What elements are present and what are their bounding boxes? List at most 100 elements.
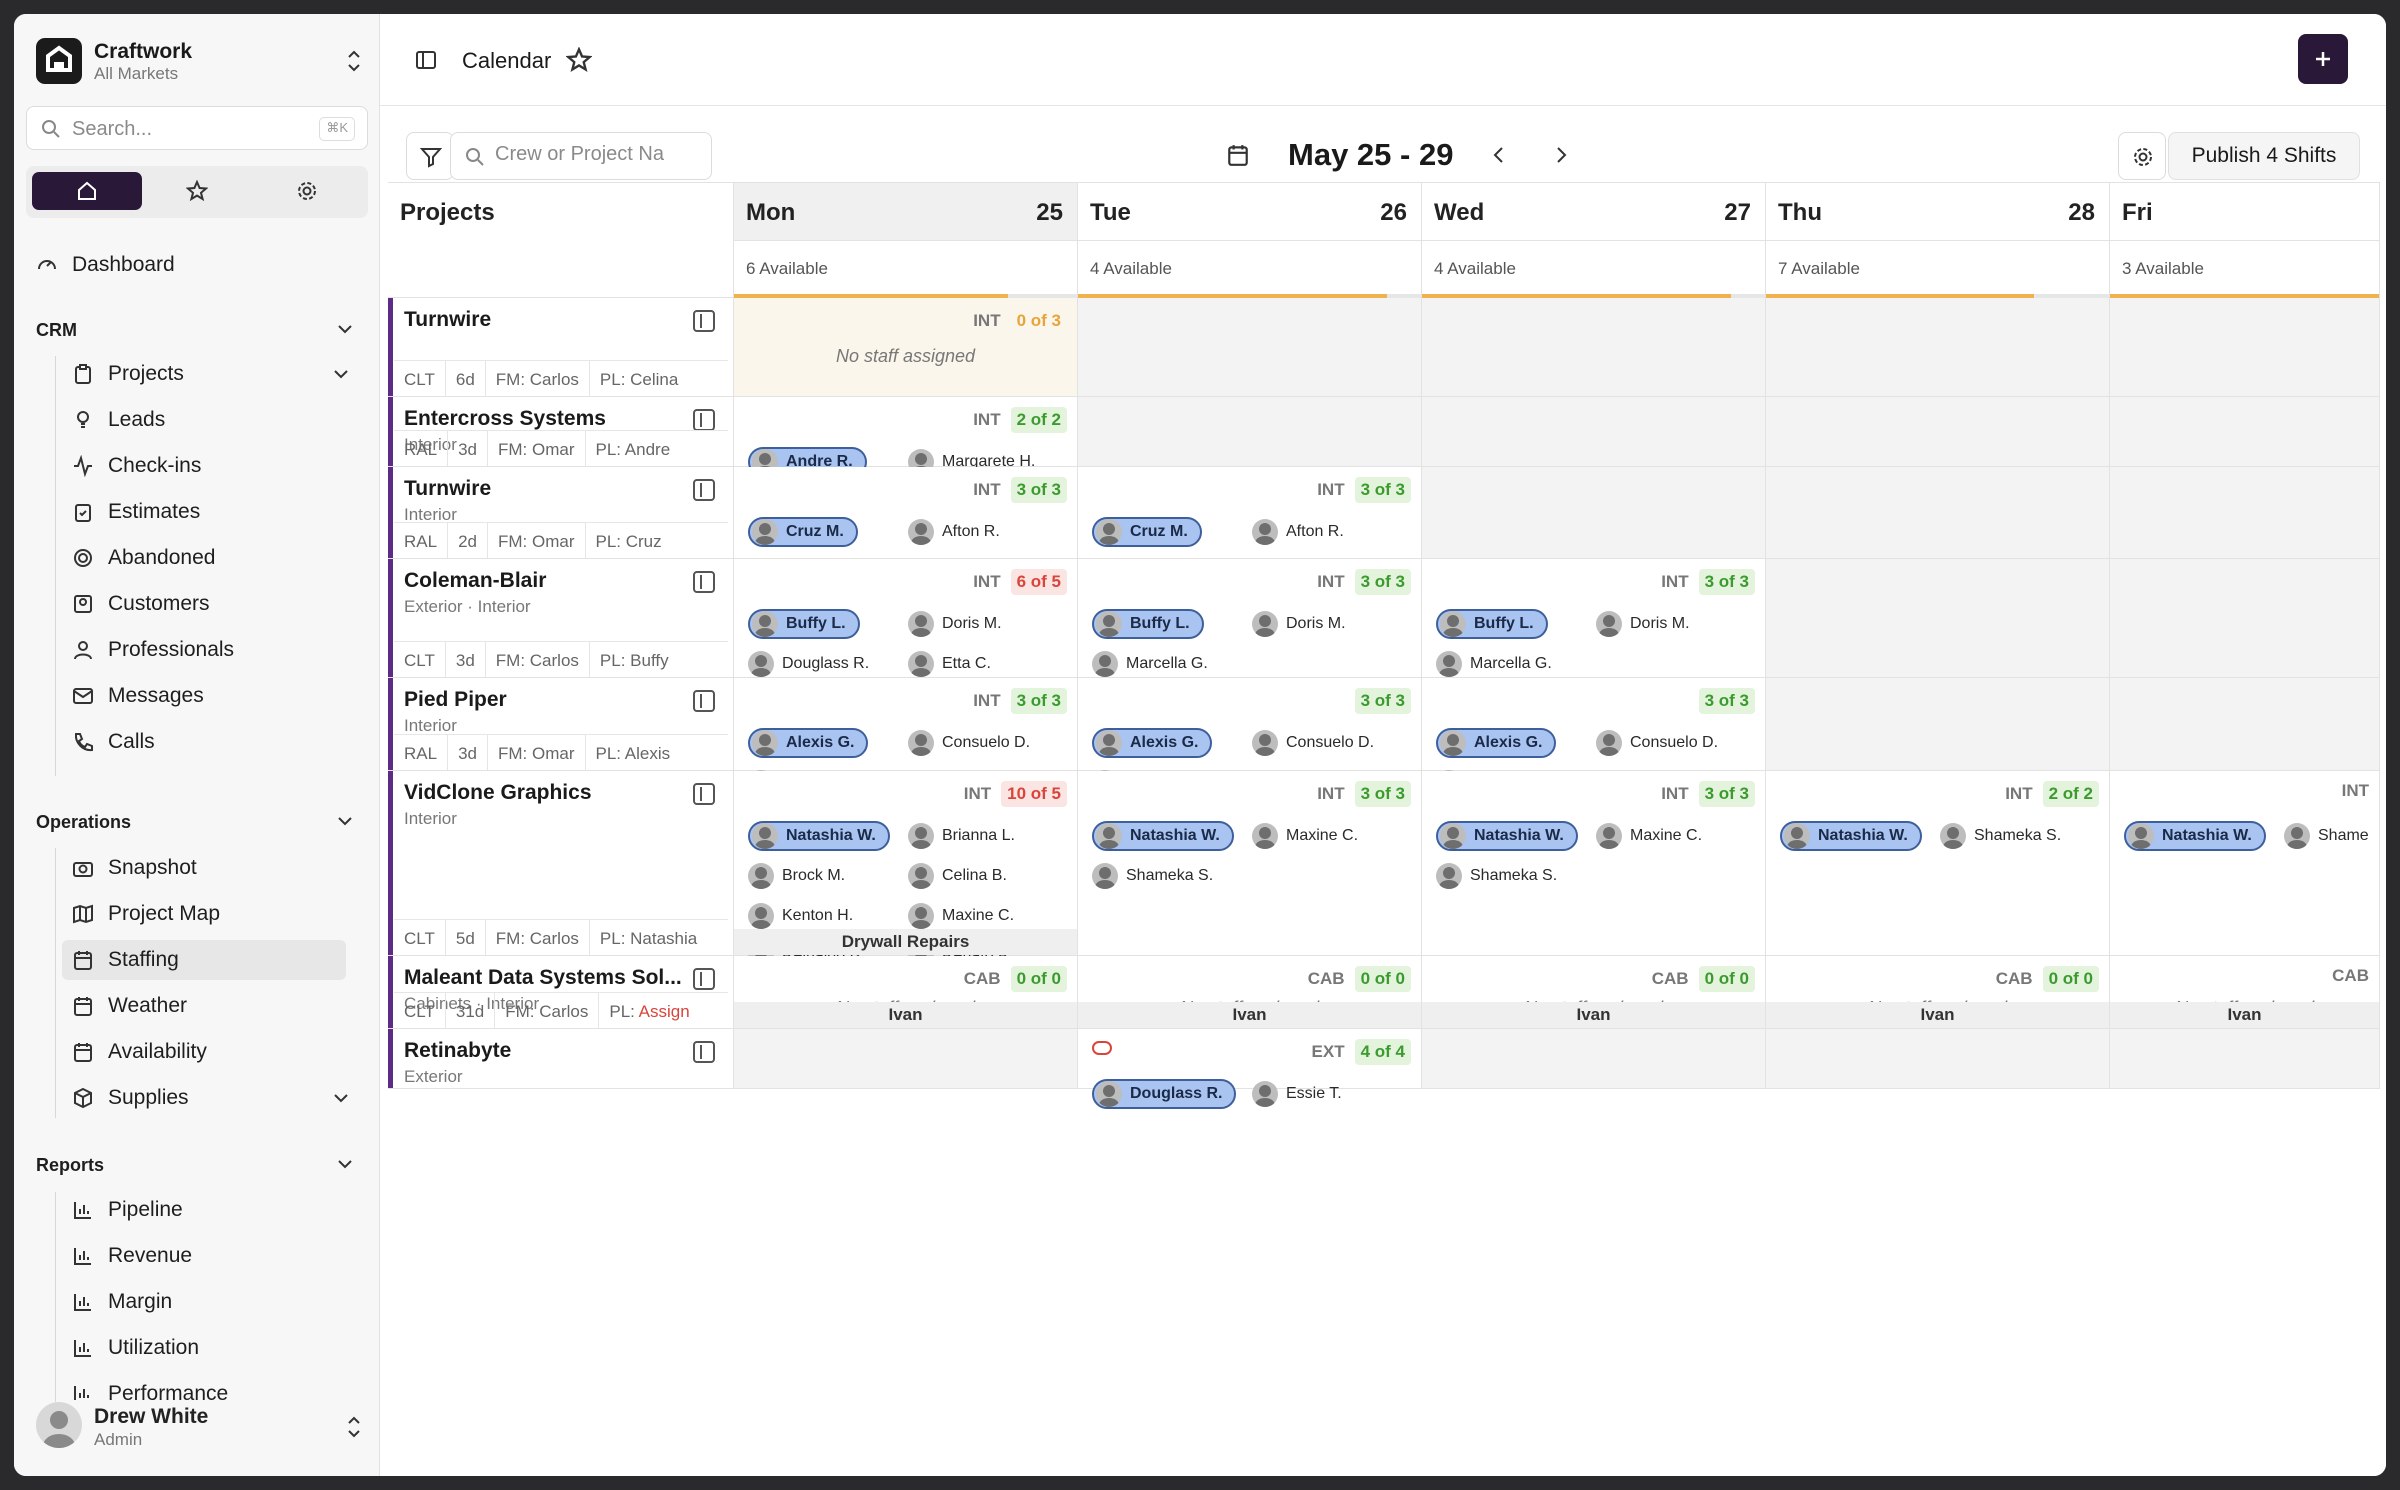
- project-lead-chip[interactable]: Alexis G.: [1092, 728, 1213, 758]
- nav-leads[interactable]: Leads: [72, 400, 352, 440]
- schedule-cell[interactable]: INT Natashia W. Shame: [2110, 771, 2380, 956]
- publish-shifts-button[interactable]: Publish 4 Shifts: [2168, 132, 2360, 180]
- panel-toggle-icon[interactable]: [693, 409, 715, 431]
- crew-member[interactable]: Shame: [2284, 821, 2380, 851]
- day-header-tue[interactable]: Tue 26 4 Available: [1078, 183, 1422, 299]
- nav-projects[interactable]: Projects: [72, 354, 352, 394]
- project-lead-chip[interactable]: Douglass R.: [1092, 1079, 1237, 1109]
- project-lead-chip[interactable]: Buffy L.: [1092, 609, 1204, 639]
- crew-member[interactable]: Shameka S.: [1436, 861, 1596, 891]
- project-row[interactable]: Turnwire Interior RAL 2d FM: Omar PL: Cruz: [388, 467, 734, 559]
- schedule-cell[interactable]: [1422, 397, 1766, 467]
- project-row[interactable]: Coleman-Blair Exterior · Interior CLT 3d FM:…: [388, 559, 734, 678]
- nav-project-map[interactable]: Project Map: [72, 894, 352, 934]
- nav-calls[interactable]: Calls: [72, 722, 352, 762]
- project-lead-chip[interactable]: Natashia W.: [1092, 821, 1234, 851]
- schedule-cell[interactable]: [1766, 559, 2110, 678]
- schedule-cell[interactable]: [2110, 298, 2380, 397]
- crew-member[interactable]: Consuelo D.: [908, 728, 1068, 758]
- crew-member[interactable]: Marcella G.: [1436, 649, 1596, 679]
- project-lead-chip[interactable]: Cruz M.: [748, 517, 858, 547]
- project-lead-chip[interactable]: Natashia W.: [1780, 821, 1922, 851]
- workspace-switcher[interactable]: Craftwork All Markets: [36, 36, 366, 88]
- panel-toggle-icon[interactable]: [693, 479, 715, 501]
- crew-member[interactable]: Doris M.: [1596, 609, 1756, 639]
- schedule-cell[interactable]: INT 10 of 5 Natashia W. Brianna L. Brock M. C…: [734, 771, 1078, 1009]
- nav-availability[interactable]: Availability: [72, 1032, 352, 1072]
- nav-performance[interactable]: Performance: [72, 1374, 352, 1400]
- schedule-cell[interactable]: [2110, 678, 2380, 771]
- day-header-thu[interactable]: Thu 28 7 Available: [1766, 183, 2110, 299]
- schedule-cell[interactable]: [734, 1029, 1078, 1089]
- user-menu[interactable]: Drew White Admin: [36, 1402, 366, 1458]
- nav-dashboard[interactable]: Dashboard: [36, 245, 346, 285]
- schedule-cell[interactable]: INT 6 of 5 Buffy L. Doris M. Douglass R. Etta…: [734, 559, 1078, 717]
- schedule-cell[interactable]: [2110, 559, 2380, 678]
- chevron-left-icon[interactable]: [1488, 144, 1510, 166]
- project-lead-chip[interactable]: Alexis G.: [1436, 728, 1557, 758]
- project-row[interactable]: Retinabyte Exterior: [388, 1029, 734, 1089]
- sidebar-toggle-icon[interactable]: [414, 48, 438, 72]
- nav-revenue[interactable]: Revenue: [72, 1236, 352, 1276]
- crew-member[interactable]: Celina B.: [908, 861, 1068, 891]
- nav-abandoned[interactable]: Abandoned: [72, 538, 352, 578]
- crew-project-input[interactable]: [495, 143, 705, 166]
- crew-member[interactable]: Maxine C.: [908, 901, 1068, 931]
- crew-member[interactable]: Brock M.: [748, 861, 908, 891]
- schedule-cell[interactable]: [1766, 1029, 2110, 1089]
- schedule-cell[interactable]: [2110, 397, 2380, 467]
- schedule-cell[interactable]: [1422, 298, 1766, 397]
- schedule-cell[interactable]: [1078, 298, 1422, 397]
- crew-member[interactable]: Shameka S.: [1092, 861, 1252, 891]
- nav-supplies[interactable]: Supplies: [72, 1078, 352, 1118]
- crew-member[interactable]: Kenton H.: [748, 901, 908, 931]
- project-lead-chip[interactable]: Natashia W.: [2124, 821, 2266, 851]
- schedule-cell[interactable]: INT 3 of 3 Buffy L. Doris M. Marcella G.: [1422, 559, 1766, 678]
- crew-member[interactable]: Doris M.: [908, 609, 1068, 639]
- home-tab[interactable]: [32, 172, 142, 210]
- day-header-wed[interactable]: Wed 27 4 Available: [1422, 183, 1766, 299]
- filter-button[interactable]: [406, 132, 454, 180]
- schedule-cell[interactable]: INT 0 of 3 No staff assigned: [734, 298, 1078, 397]
- crew-member[interactable]: Doris M.: [1252, 609, 1412, 639]
- nav-professionals[interactable]: Professionals: [72, 630, 352, 670]
- schedule-cell[interactable]: [1422, 1029, 1766, 1089]
- crew-member[interactable]: Etta C.: [908, 649, 1068, 679]
- crew-member[interactable]: Shameka S.: [1940, 821, 2100, 851]
- project-lead-chip[interactable]: Buffy L.: [1436, 609, 1548, 639]
- chevron-down-icon[interactable]: [334, 810, 356, 832]
- crew-member[interactable]: Consuelo D.: [1596, 728, 1756, 758]
- project-row[interactable]: Pied Piper Interior RAL 3d FM: Omar PL: Alexi…: [388, 678, 734, 771]
- panel-toggle-icon[interactable]: [693, 310, 715, 332]
- panel-toggle-icon[interactable]: [693, 571, 715, 593]
- crew-member[interactable]: Maxine C.: [1596, 821, 1756, 851]
- project-lead-chip[interactable]: Cruz M.: [1092, 517, 1202, 547]
- schedule-cell[interactable]: [1078, 397, 1422, 467]
- nav-staffing[interactable]: Staffing: [62, 940, 346, 980]
- schedule-cell[interactable]: [1766, 678, 2110, 771]
- schedule-cell[interactable]: INT 2 of 2 Andre R. Margarete H.: [734, 397, 1078, 477]
- calendar-settings-button[interactable]: [2118, 132, 2166, 180]
- project-lead-chip[interactable]: Buffy L.: [748, 609, 860, 639]
- crew-member[interactable]: Marcella G.: [1092, 649, 1252, 679]
- nav-customers[interactable]: Customers: [72, 584, 352, 624]
- schedule-cell[interactable]: [2110, 1029, 2380, 1089]
- crew-member[interactable]: Afton R.: [1252, 517, 1412, 547]
- favorite-star-icon[interactable]: [566, 47, 592, 73]
- project-row[interactable]: Entercross Systems Interior RAL 3d FM: Omar P…: [388, 397, 734, 467]
- crew-member[interactable]: Afton R.: [908, 517, 1068, 547]
- day-header-mon[interactable]: Mon 25 6 Available: [734, 183, 1078, 299]
- schedule-cell[interactable]: [1766, 397, 2110, 467]
- crew-member[interactable]: Consuelo D.: [1252, 728, 1412, 758]
- nav-margin[interactable]: Margin: [72, 1282, 352, 1322]
- schedule-cell[interactable]: [2110, 467, 2380, 559]
- nav-pipeline[interactable]: Pipeline: [72, 1190, 352, 1230]
- project-row[interactable]: Turnwire CLT 6d FM: Carlos PL: Celina: [388, 298, 734, 397]
